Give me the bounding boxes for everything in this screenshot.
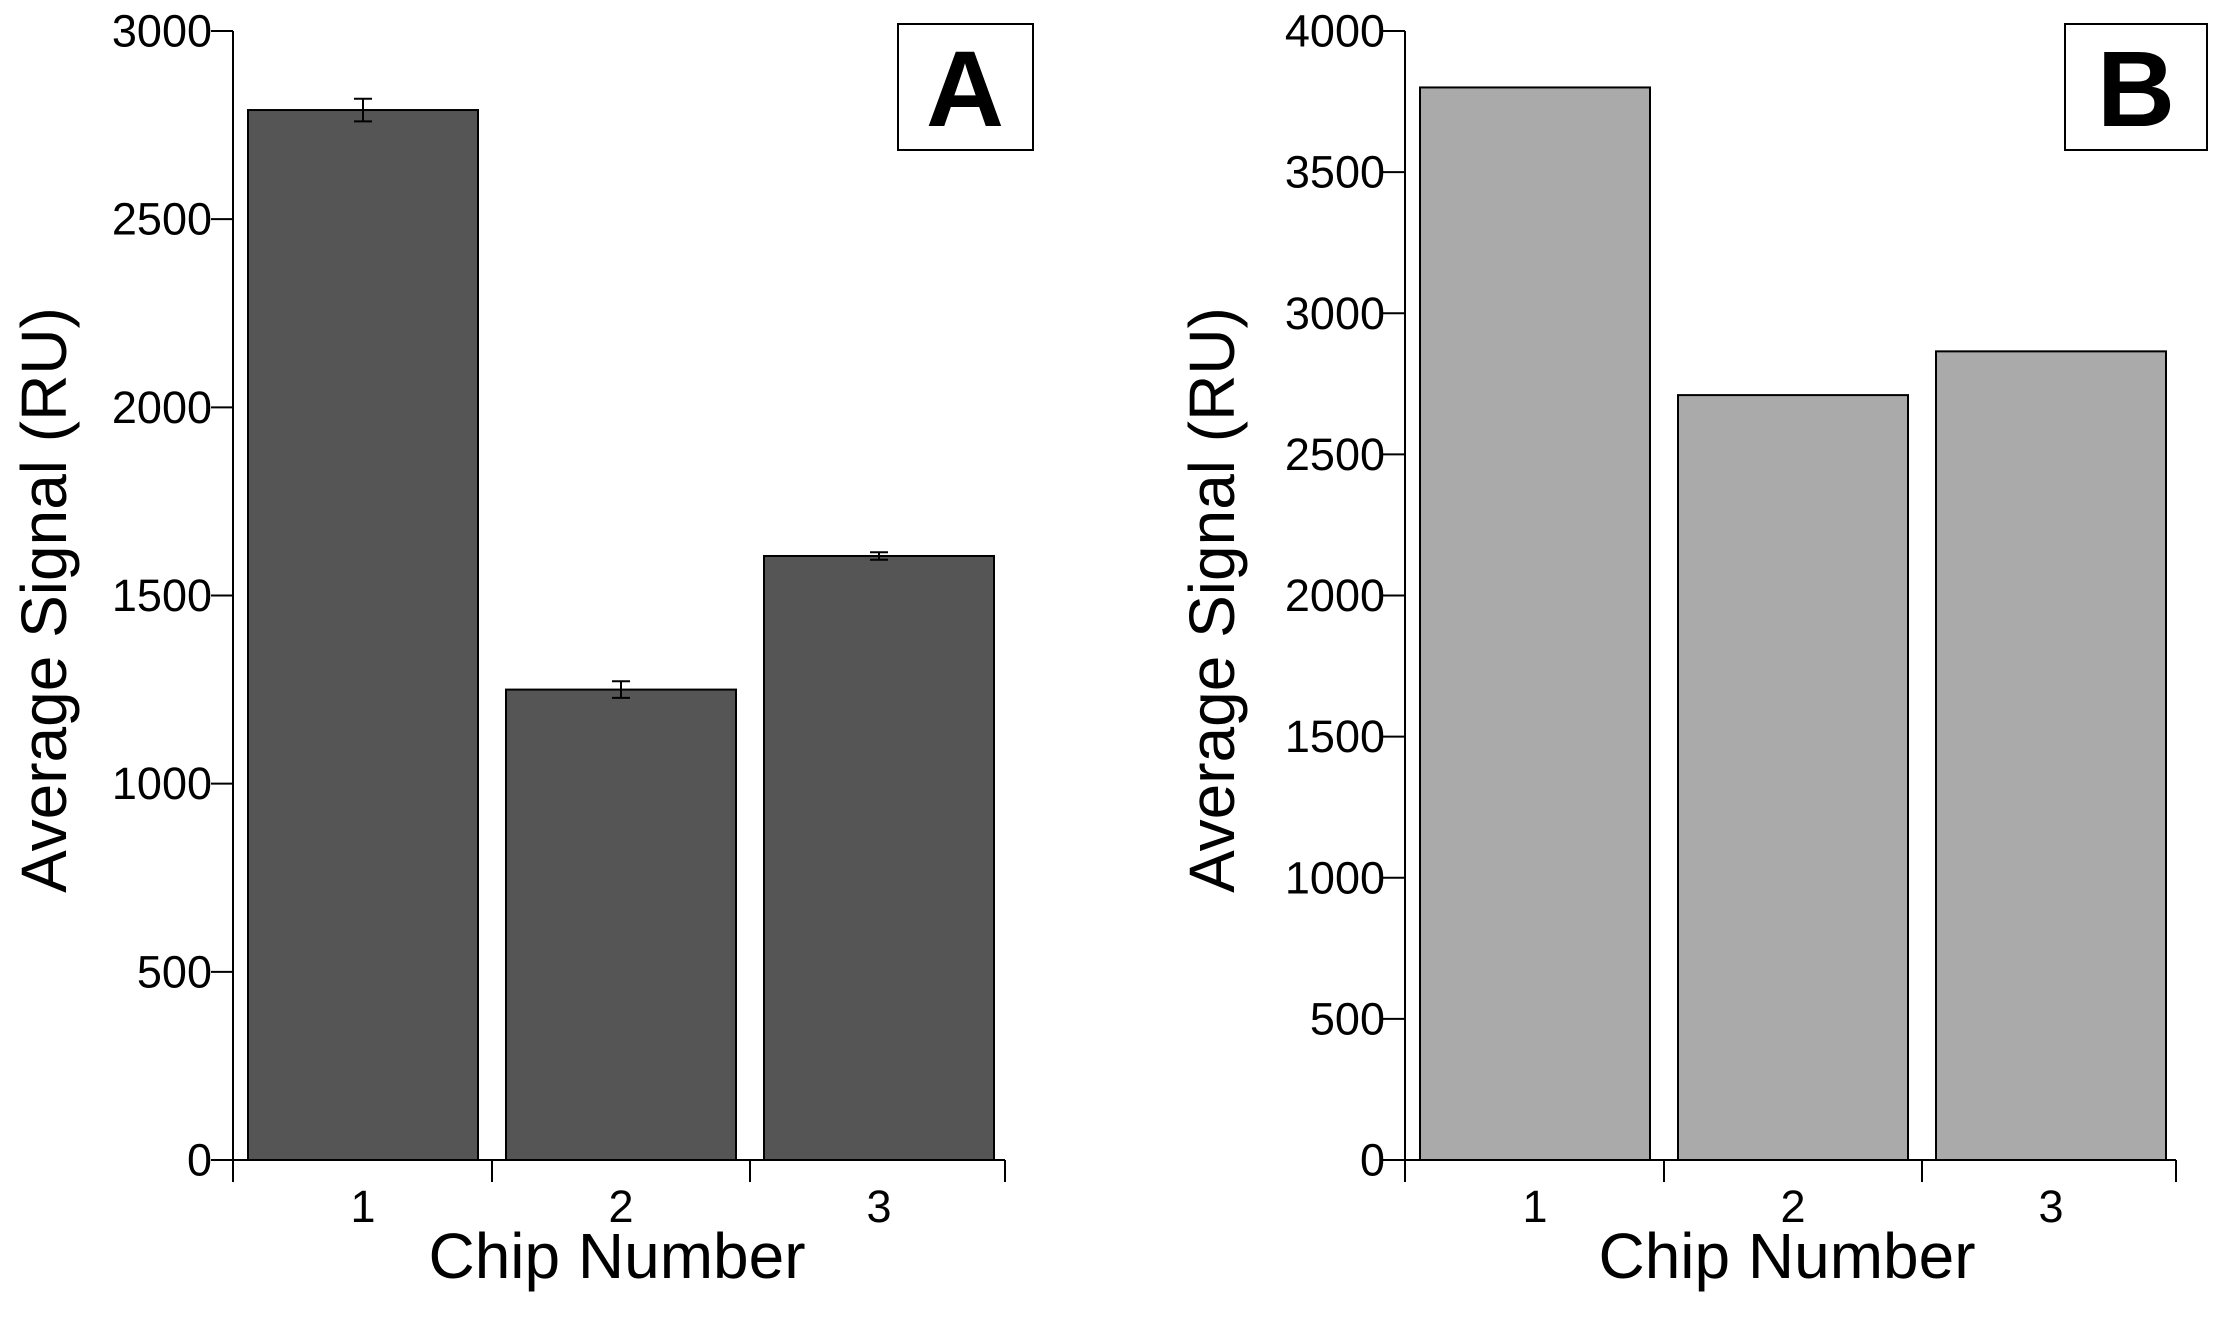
panel-b-label-box	[2064, 23, 2208, 151]
panel-b-y-tick-label: 1500	[1285, 711, 1385, 762]
panel-a-x-axis-title: Chip Number	[428, 1220, 805, 1292]
panel-b-y-tick-label: 1000	[1285, 852, 1385, 903]
panel-b-bars	[1419, 86, 2167, 1162]
panel-a-y-axis-title: Average Signal (RU)	[8, 307, 80, 893]
panel-a-y-tick-label: 1500	[112, 570, 212, 621]
panel-b-y-tick-label: 500	[1310, 993, 1385, 1044]
panel-b-x-tick-label: 1	[1522, 1181, 1547, 1232]
panel-a-error-bar-chip-2	[612, 680, 630, 699]
panel-a-y-tick-label: 500	[137, 946, 212, 997]
panel-a-y-ticks: 0 500 1000 1500 2000 2500 3000	[112, 6, 233, 1186]
panel-b-x-tick-label: 2	[1780, 1181, 1805, 1232]
panel-b-bar-chip-2	[1677, 394, 1909, 1162]
panel-a-x-tick-label: 2	[608, 1181, 633, 1232]
panel-b-bar-chip-1	[1419, 86, 1651, 1162]
panel-a-y-tick-label: 3000	[112, 6, 212, 57]
panel-b-x-axis-title: Chip Number	[1598, 1220, 1975, 1292]
panel-a-label: A	[926, 28, 1004, 149]
panel-b-y-tick-label: 3000	[1285, 288, 1385, 339]
panel-a-bar-chip-1	[247, 109, 479, 1161]
panel-b-y-ticks: 0 500 1000 1500 2000 2500 3000 3500 4000	[1285, 6, 1405, 1186]
panel-a-bar-chip-2	[505, 688, 737, 1161]
panel-a-error-bars	[354, 97, 888, 699]
panel-a-bars	[247, 109, 995, 1161]
panel-b-y-axis-title: Average Signal (RU)	[1176, 307, 1248, 893]
panel-a-error-bar-chip-3	[870, 551, 888, 561]
panel-b: Average Signal (RU) Chip Number 0 500 1000…	[1176, 6, 2208, 1292]
panel-a-y-tick-label: 0	[187, 1135, 212, 1186]
panel-a-y-tick-label: 2000	[112, 382, 212, 433]
panel-b-y-tick-label: 0	[1360, 1135, 1385, 1186]
panel-b-bar-chip-3	[1935, 350, 2167, 1161]
panel-b-y-tick-label: 4000	[1285, 6, 1385, 57]
panel-a-bar-chip-3	[763, 554, 995, 1161]
panel-b-y-tick-label: 2000	[1285, 570, 1385, 621]
panel-a-y-tick-label: 1000	[112, 758, 212, 809]
panel-b-y-tick-label: 2500	[1285, 429, 1385, 480]
panel-b-label: B	[2097, 28, 2175, 149]
panel-a-x-tick-label: 1	[350, 1181, 375, 1232]
panel-a-x-tick-label: 3	[866, 1181, 891, 1232]
panel-a-error-bar-chip-1	[354, 97, 372, 123]
panel-a-y-tick-label: 2500	[112, 194, 212, 245]
panel-a-label-box	[897, 23, 1034, 151]
panel-b-x-tick-label: 3	[2038, 1181, 2063, 1232]
panel-b-y-tick-label: 3500	[1285, 147, 1385, 198]
panel-a-x-ticks: 1 2 3	[232, 1160, 1006, 1232]
panel-a: Average Signal (RU) Chip Number 0 500 1000…	[8, 6, 1034, 1292]
panel-b-x-ticks: 1 2 3	[1404, 1160, 2177, 1232]
